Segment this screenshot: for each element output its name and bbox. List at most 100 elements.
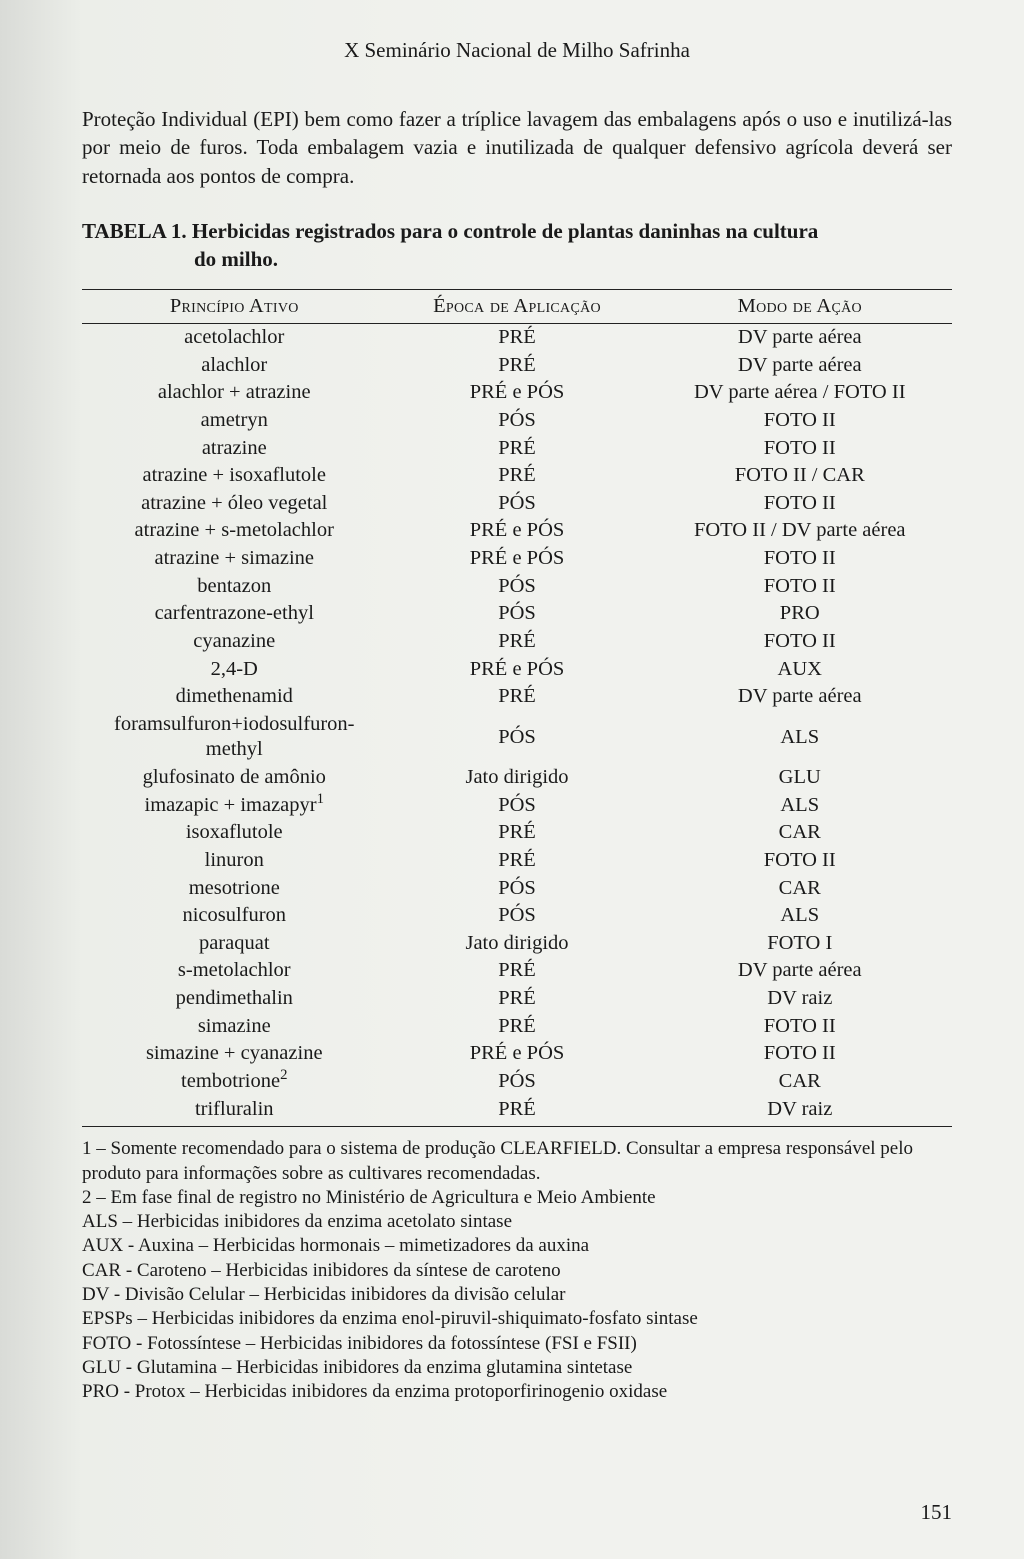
table-cell: linuron [82, 847, 387, 875]
table-row: glufosinato de amônioJato dirigidoGLU [82, 764, 952, 792]
table-cell: GLU [648, 764, 953, 792]
footnote-line: EPSPs – Herbicidas inibidores da enzima … [82, 1307, 952, 1331]
table-row: cyanazinePRÉFOTO II [82, 628, 952, 656]
table-cell: PÓS [387, 573, 648, 601]
table-cell: DV parte aérea [648, 683, 953, 711]
table-cell: FOTO II [648, 435, 953, 463]
footnote-line: AUX - Auxina – Herbicidas hormonais – mi… [82, 1234, 952, 1258]
table-row: atrazine + simazinePRÉ e PÓSFOTO II [82, 545, 952, 573]
table-row: s-metolachlorPRÉDV parte aérea [82, 957, 952, 985]
table-row: dimethenamidPRÉDV parte aérea [82, 683, 952, 711]
table-cell: PRÉ [387, 847, 648, 875]
table-cell: DV parte aérea [648, 324, 953, 352]
table-cell: FOTO II [648, 847, 953, 875]
table-cell: simazine [82, 1013, 387, 1041]
table-cell: PRÉ [387, 435, 648, 463]
table-cell: FOTO II [648, 628, 953, 656]
footnote-line: PRO - Protox – Herbicidas inibidores da … [82, 1380, 952, 1404]
column-header: Princípio Ativo [82, 290, 387, 324]
table-cell: PRÉ e PÓS [387, 545, 648, 573]
table-row: 2,4-DPRÉ e PÓSAUX [82, 656, 952, 684]
table-cell: imazapic + imazapyr1 [82, 792, 387, 820]
table-row: paraquatJato dirigidoFOTO I [82, 930, 952, 958]
body-paragraph: Proteção Individual (EPI) bem como fazer… [82, 105, 952, 190]
footnote-line: GLU - Glutamina – Herbicidas inibidores … [82, 1356, 952, 1380]
running-head: X Seminário Nacional de Milho Safrinha [82, 38, 952, 63]
table-cell: alachlor + atrazine [82, 379, 387, 407]
table-cell: PÓS [387, 875, 648, 903]
table-cell: FOTO II / CAR [648, 462, 953, 490]
table-row: alachlorPRÉDV parte aérea [82, 352, 952, 380]
footnote-line: FOTO - Fotossíntese – Herbicidas inibido… [82, 1332, 952, 1356]
table-cell: PRÉ [387, 324, 648, 352]
table-cell: dimethenamid [82, 683, 387, 711]
table-cell: simazine + cyanazine [82, 1040, 387, 1068]
table-cell: ametryn [82, 407, 387, 435]
table-cell: PRÉ e PÓS [387, 656, 648, 684]
table-row: simazinePRÉFOTO II [82, 1013, 952, 1041]
table-cell: ALS [648, 902, 953, 930]
table-cell: CAR [648, 875, 953, 903]
table-row: bentazonPÓSFOTO II [82, 573, 952, 601]
table-caption-line1: Herbicidas registrados para o controle d… [192, 219, 818, 243]
table-cell: DV parte aérea / FOTO II [648, 379, 953, 407]
table-cell: DV raiz [648, 1096, 953, 1127]
table-cell: pendimethalin [82, 985, 387, 1013]
table-cell: PÓS [387, 407, 648, 435]
table-cell: PÓS [387, 792, 648, 820]
table-row: mesotrionePÓSCAR [82, 875, 952, 903]
table-row: acetolachlorPRÉDV parte aérea [82, 324, 952, 352]
table-cell: Jato dirigido [387, 764, 648, 792]
footnotes-block: 1 – Somente recomendado para o sistema d… [82, 1137, 952, 1404]
table-cell: FOTO I [648, 930, 953, 958]
table-row: foramsulfuron+iodosulfuron-methylPÓSALS [82, 711, 952, 764]
table-cell: PRÉ [387, 1096, 648, 1127]
table-caption: TABELA 1. Herbicidas registrados para o … [82, 218, 952, 273]
table-cell: mesotrione [82, 875, 387, 903]
table-row: atrazinePRÉFOTO II [82, 435, 952, 463]
table-cell: ALS [648, 792, 953, 820]
herbicide-table: Princípio Ativo Época de Aplicação Modo … [82, 289, 952, 1127]
table-cell: bentazon [82, 573, 387, 601]
column-header: Época de Aplicação [387, 290, 648, 324]
table-cell: PÓS [387, 711, 648, 764]
table-cell: DV parte aérea [648, 352, 953, 380]
table-cell: cyanazine [82, 628, 387, 656]
footnote-line: 1 – Somente recomendado para o sistema d… [82, 1137, 952, 1186]
table-row: imazapic + imazapyr1PÓSALS [82, 792, 952, 820]
table-row: atrazine + s-metolachlorPRÉ e PÓSFOTO II… [82, 517, 952, 545]
table-row: tembotrione2PÓSCAR [82, 1068, 952, 1096]
table-cell: FOTO II [648, 545, 953, 573]
table-cell: glufosinato de amônio [82, 764, 387, 792]
table-cell: FOTO II [648, 490, 953, 518]
table-cell: PRÉ [387, 985, 648, 1013]
table-cell: atrazine + simazine [82, 545, 387, 573]
table-cell: FOTO II [648, 1040, 953, 1068]
table-cell: PRÉ [387, 628, 648, 656]
footnote-line: CAR - Caroteno – Herbicidas inibidores d… [82, 1259, 952, 1283]
table-row: simazine + cyanazinePRÉ e PÓSFOTO II [82, 1040, 952, 1068]
table-cell: PRÉ [387, 683, 648, 711]
page: X Seminário Nacional de Milho Safrinha P… [0, 0, 1024, 1559]
table-row: isoxaflutolePRÉCAR [82, 819, 952, 847]
table-cell: PRÉ e PÓS [387, 517, 648, 545]
table-cell: CAR [648, 819, 953, 847]
table-cell: DV parte aérea [648, 957, 953, 985]
table-cell: nicosulfuron [82, 902, 387, 930]
table-cell: PÓS [387, 490, 648, 518]
footnote-line: ALS – Herbicidas inibidores da enzima ac… [82, 1210, 952, 1234]
table-row: pendimethalinPRÉDV raiz [82, 985, 952, 1013]
table-cell: PRÉ [387, 462, 648, 490]
table-cell: PRÉ e PÓS [387, 379, 648, 407]
table-cell: PÓS [387, 600, 648, 628]
footnote-line: 2 – Em fase final de registro no Ministé… [82, 1186, 952, 1210]
table-cell: DV raiz [648, 985, 953, 1013]
table-cell: s-metolachlor [82, 957, 387, 985]
table-cell: Jato dirigido [387, 930, 648, 958]
table-cell: isoxaflutole [82, 819, 387, 847]
table-cell: FOTO II / DV parte aérea [648, 517, 953, 545]
table-caption-line2: do milho. [194, 246, 952, 274]
table-cell: PRÉ [387, 352, 648, 380]
table-cell: trifluralin [82, 1096, 387, 1127]
table-cell: 2,4-D [82, 656, 387, 684]
